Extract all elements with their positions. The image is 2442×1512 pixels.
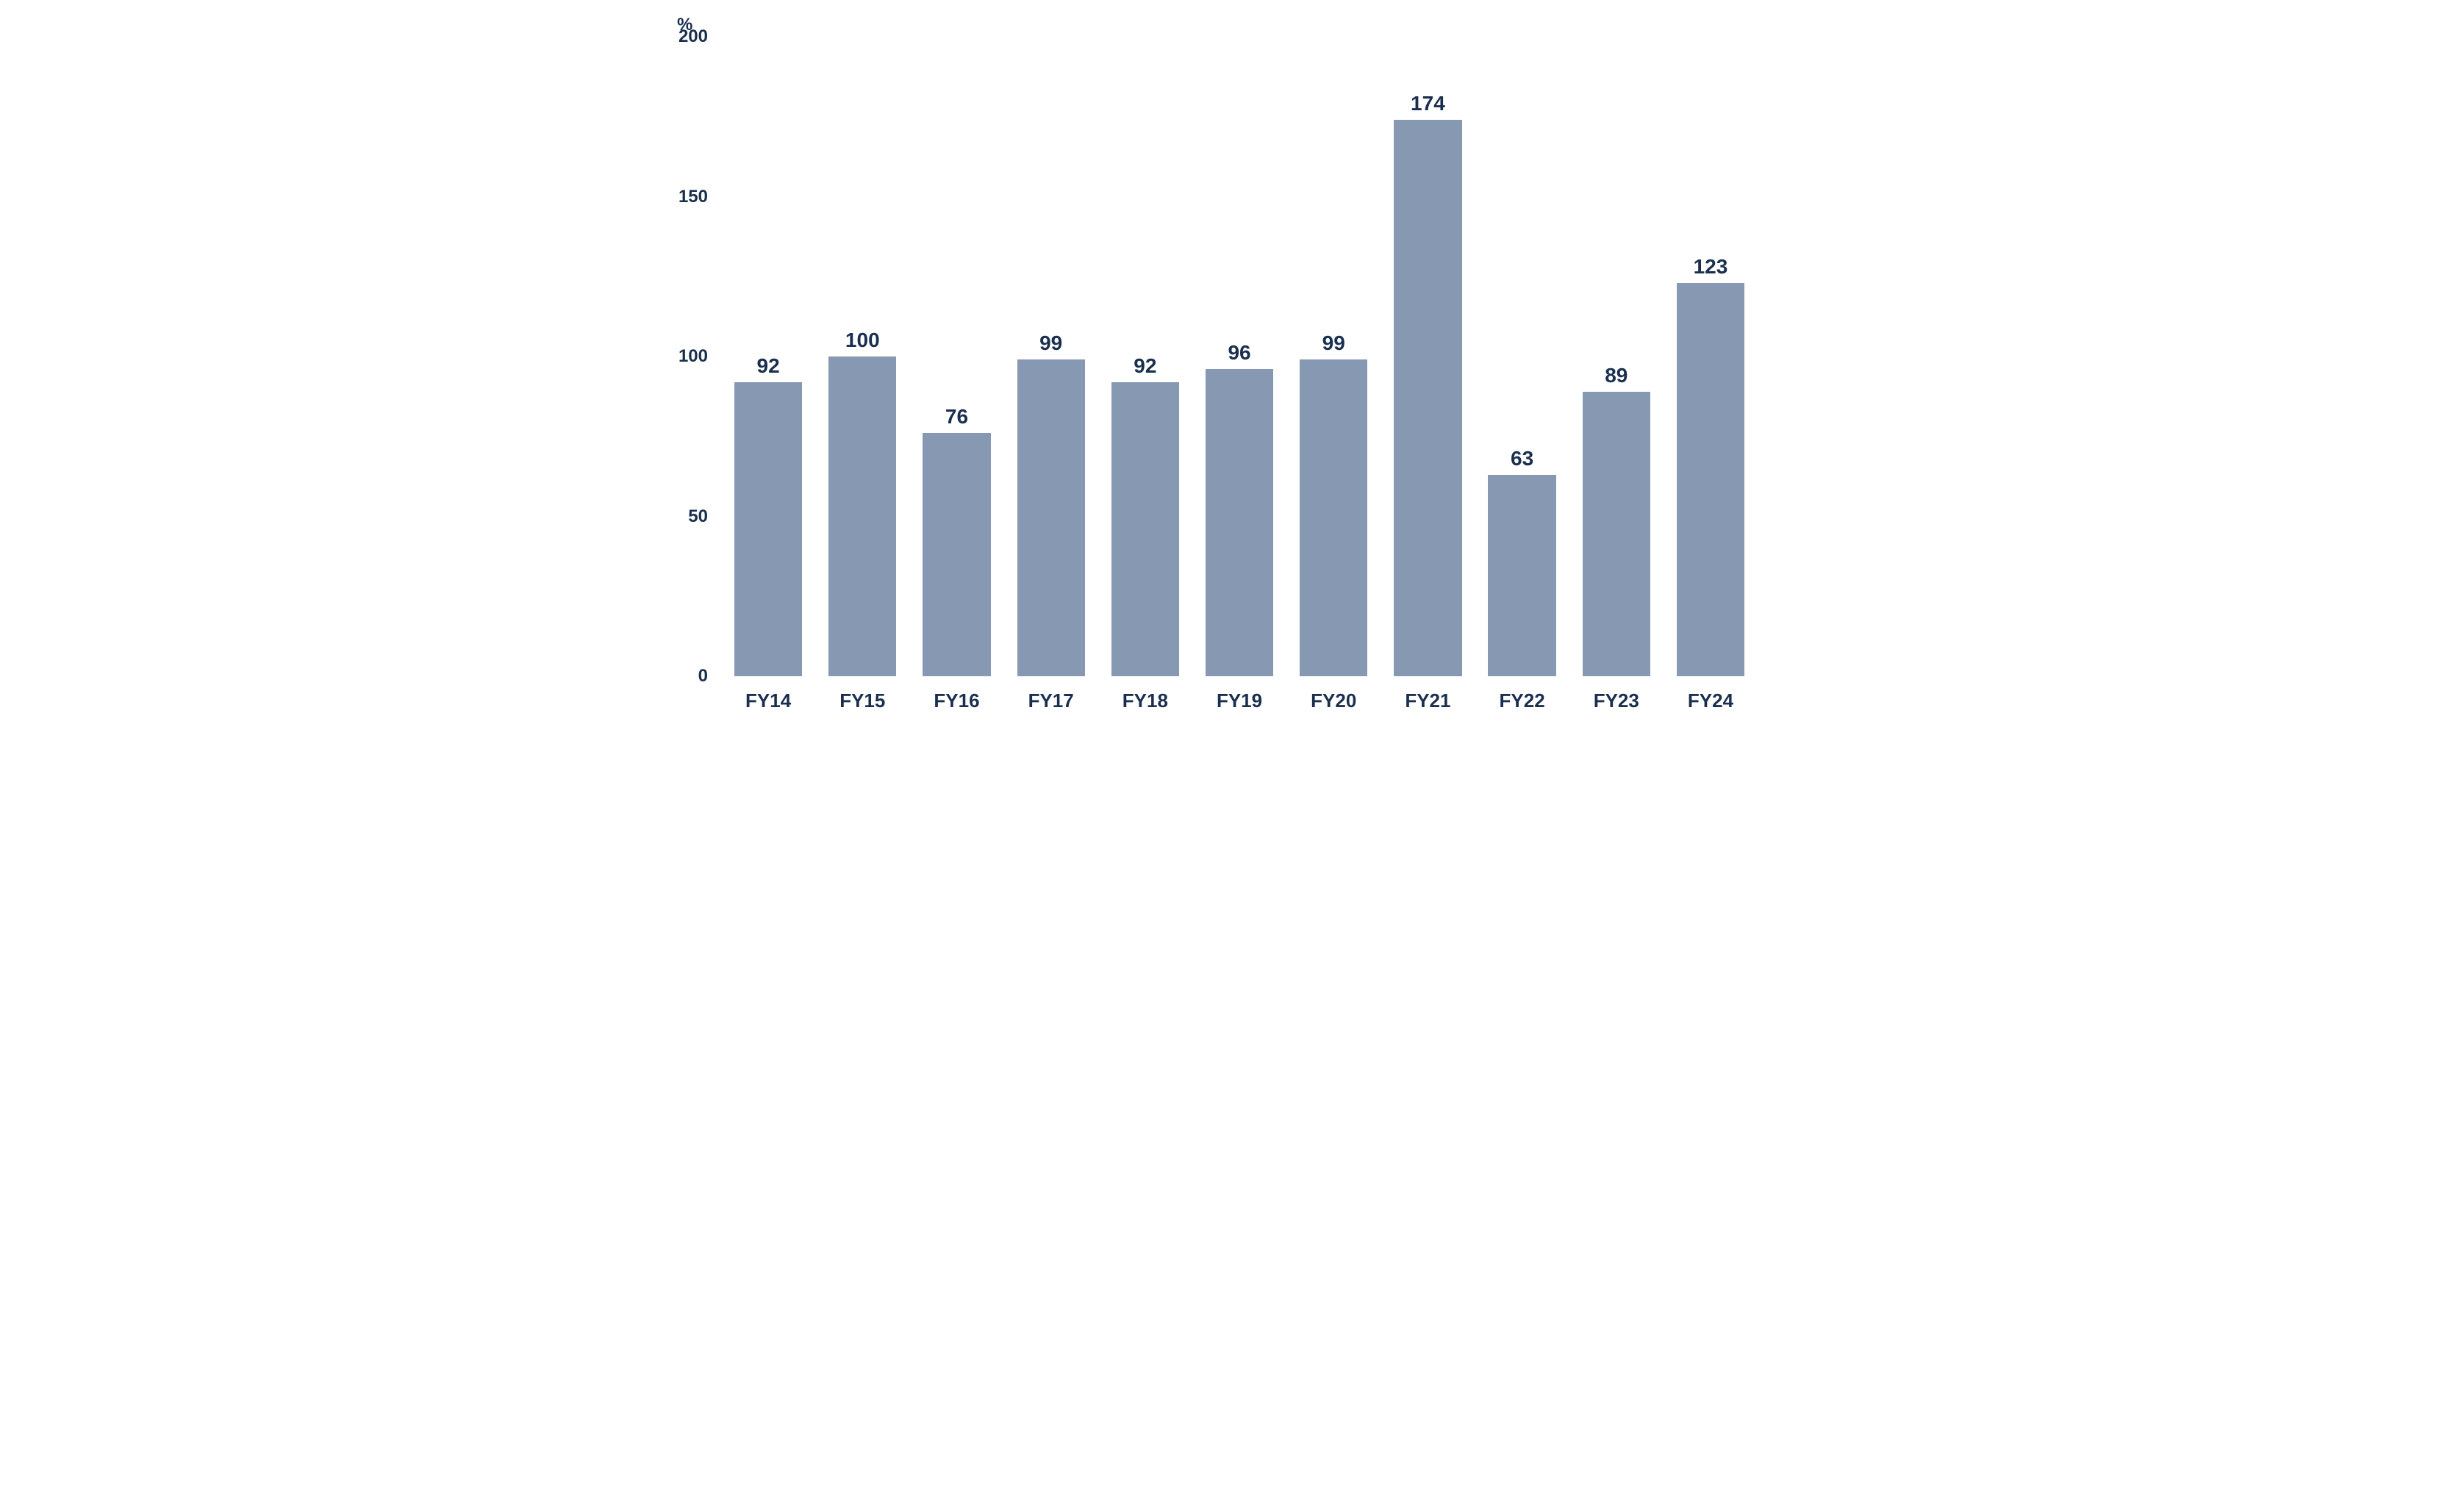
- y-tick-label: 100: [678, 346, 708, 367]
- y-tick-label: 200: [678, 26, 708, 47]
- bar-value-label: 99: [1004, 332, 1098, 355]
- bar: [1677, 283, 1744, 676]
- x-tick-label: FY20: [1286, 684, 1381, 720]
- bar-value-label: 123: [1664, 255, 1758, 279]
- bar-wrapper: 174: [1381, 37, 1475, 676]
- bar-wrapper: 92: [1098, 37, 1192, 676]
- x-tick-label: FY21: [1381, 684, 1475, 720]
- bar-wrapper: 63: [1475, 37, 1569, 676]
- bar-value-label: 63: [1475, 447, 1569, 470]
- bar: [1394, 120, 1461, 676]
- bar: [1488, 475, 1555, 676]
- y-axis: 050100150200: [677, 37, 714, 676]
- x-tick-label: FY16: [909, 684, 1003, 720]
- bar-wrapper: 89: [1569, 37, 1664, 676]
- bar-wrapper: 100: [815, 37, 909, 676]
- bar: [1111, 382, 1179, 676]
- bar-value-label: 96: [1192, 341, 1286, 365]
- bar: [1206, 369, 1273, 676]
- bar-value-label: 100: [815, 329, 909, 352]
- x-tick-label: FY17: [1004, 684, 1098, 720]
- x-tick-label: FY23: [1569, 684, 1664, 720]
- bar-wrapper: 99: [1004, 37, 1098, 676]
- y-tick-label: 0: [698, 666, 708, 687]
- bar: [1017, 359, 1085, 676]
- bar-wrapper: 76: [909, 37, 1003, 676]
- x-tick-label: FY19: [1192, 684, 1286, 720]
- bar-value-label: 92: [721, 354, 815, 378]
- y-tick-label: 150: [678, 187, 708, 207]
- bar-wrapper: 96: [1192, 37, 1286, 676]
- bar-value-label: 89: [1569, 364, 1664, 387]
- x-tick-label: FY15: [815, 684, 909, 720]
- y-tick-label: 50: [688, 506, 708, 527]
- bar: [828, 356, 896, 676]
- bar-value-label: 174: [1381, 92, 1475, 115]
- bar: [1583, 392, 1650, 676]
- bar-value-label: 99: [1286, 332, 1381, 355]
- x-axis: FY14FY15FY16FY17FY18FY19FY20FY21FY22FY23…: [721, 684, 1758, 720]
- bar-value-label: 92: [1098, 354, 1192, 378]
- bar-wrapper: 123: [1664, 37, 1758, 676]
- bar: [923, 433, 990, 676]
- x-tick-label: FY22: [1475, 684, 1569, 720]
- x-tick-label: FY24: [1664, 684, 1758, 720]
- bars-container: 9210076999296991746389123: [721, 37, 1758, 676]
- plot-area: 9210076999296991746389123: [721, 37, 1758, 676]
- x-tick-label: FY14: [721, 684, 815, 720]
- bar: [734, 382, 802, 676]
- bar-wrapper: 92: [721, 37, 815, 676]
- bar-chart: % 050100150200 9210076999296991746389123…: [677, 15, 1765, 720]
- bar-value-label: 76: [909, 405, 1003, 429]
- bar-wrapper: 99: [1286, 37, 1381, 676]
- bar: [1300, 359, 1367, 676]
- x-tick-label: FY18: [1098, 684, 1192, 720]
